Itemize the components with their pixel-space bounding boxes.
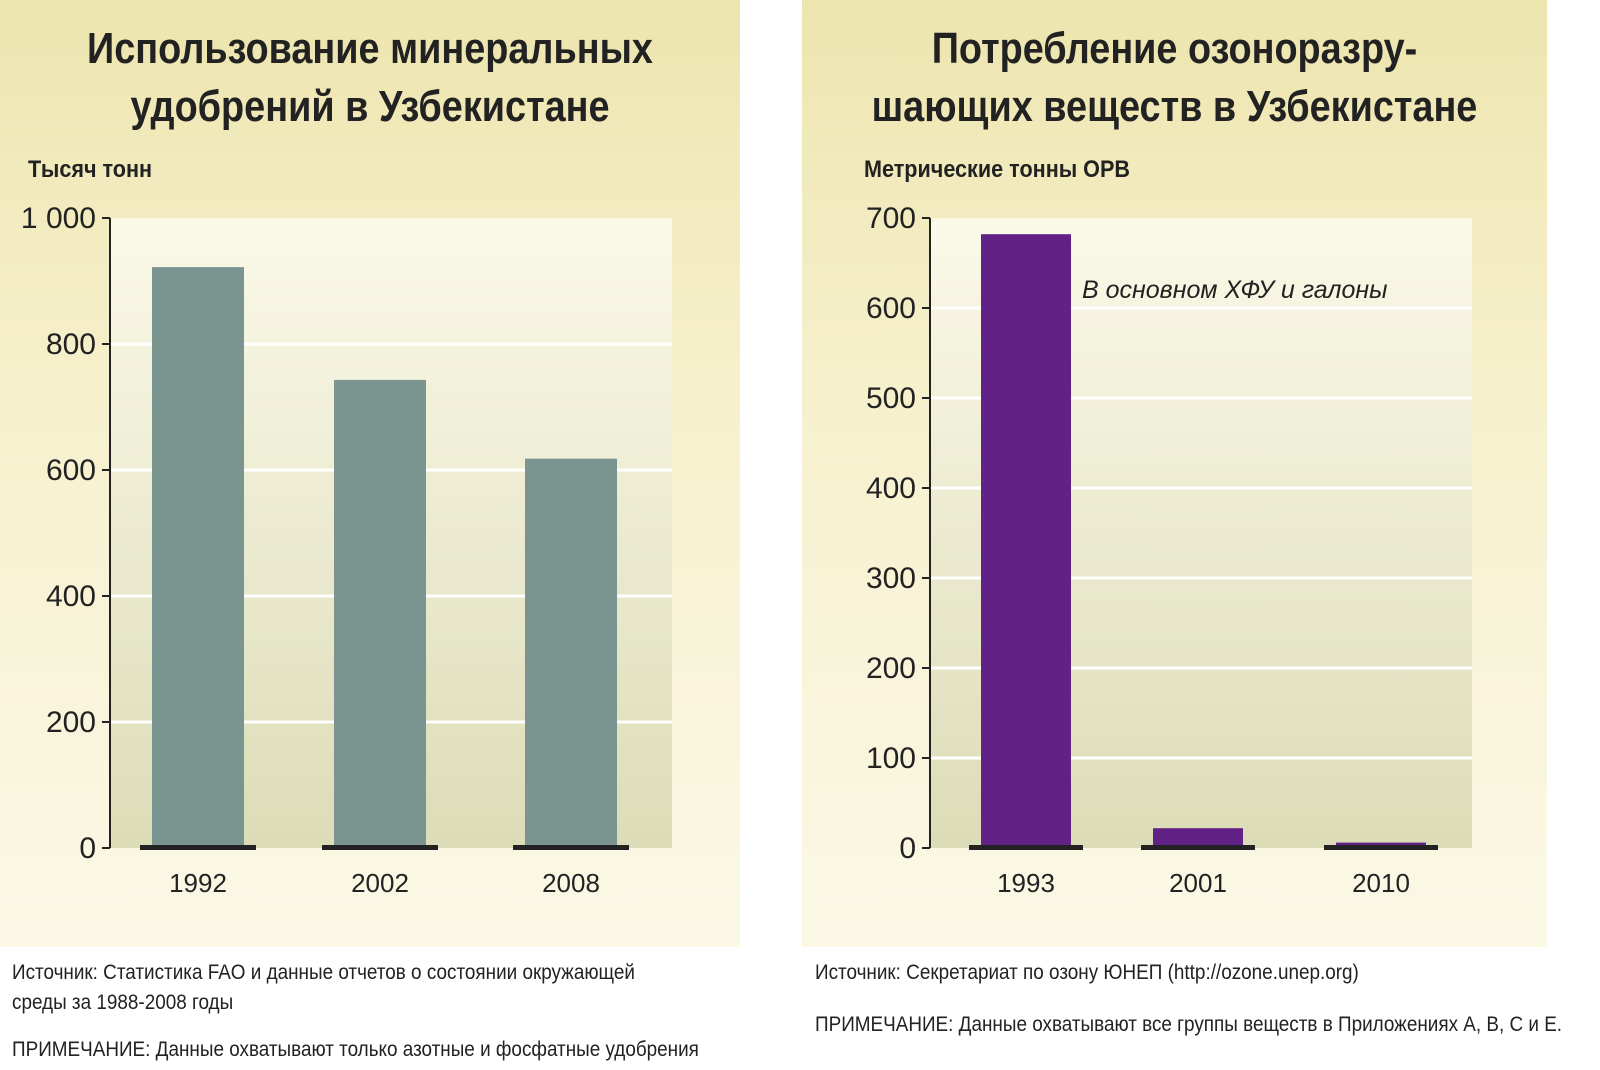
chart-title: Использование минеральных удобрений в Узб… — [87, 24, 653, 131]
bar-1992 — [152, 267, 244, 848]
bar-1993 — [981, 234, 1071, 848]
y-tick-label: 200 — [866, 652, 916, 685]
y-tick-label: 400 — [866, 472, 916, 505]
y-tick-label: 700 — [866, 202, 916, 235]
y-axis-label: Тысяч тонн — [28, 156, 153, 183]
y-axis-label: Метрические тонны ОРВ — [864, 156, 1130, 183]
left-note: ПРИМЕЧАНИЕ: Данные охватывают только азо… — [12, 1038, 699, 1061]
x-tick-label: 2008 — [542, 868, 600, 898]
y-tick-label: 500 — [866, 382, 916, 415]
y-tick-label: 400 — [46, 580, 96, 613]
y-tick-label: 600 — [46, 454, 96, 487]
left-source: Источник: Статистика FAO и данные отчето… — [12, 961, 635, 1014]
fertilizer-chart-panel: Использование минеральных удобрений в Узб… — [0, 0, 740, 947]
bar-base — [969, 845, 1083, 850]
x-tick-label: 2001 — [1169, 868, 1227, 898]
y-tick-label: 1 000 — [21, 202, 96, 235]
right-note: ПРИМЕЧАНИЕ: Данные охватывают все группы… — [815, 1013, 1563, 1036]
bar-base — [140, 845, 256, 850]
x-tick-label: 1993 — [997, 868, 1055, 898]
y-tick-label: 800 — [46, 328, 96, 361]
fertilizer-bar-chart: 0 200 400 600 800 1 000 1992 2002 2008 — [21, 202, 672, 898]
right-source: Источник: Секретариат по озону ЮНЕП (htt… — [815, 961, 1359, 984]
bar-base — [513, 845, 629, 850]
ozone-chart-panel: Потребление озоноразру-шающих веществ в … — [802, 0, 1547, 947]
y-tick-label: 0 — [79, 832, 96, 865]
x-tick-label: 2010 — [1352, 868, 1410, 898]
annotation: В основном ХФУ и галоны — [1082, 276, 1388, 304]
x-tick-label: 1992 — [169, 868, 227, 898]
y-tick-label: 600 — [866, 292, 916, 325]
y-tick-label: 0 — [899, 832, 916, 865]
y-tick-label: 200 — [46, 706, 96, 739]
bar-2002 — [334, 379, 426, 848]
ozone-bar-chart: 0 100 200 300 400 500 600 700 1993 2001 2010 В осно… — [866, 202, 1472, 898]
chart-title: Потребление озоноразру-шающих веществ в … — [871, 24, 1478, 131]
bar-base — [1141, 845, 1255, 850]
bar-base — [322, 845, 438, 850]
y-tick-label: 300 — [866, 562, 916, 595]
bar-base — [1324, 845, 1438, 850]
bar-2008 — [525, 458, 617, 848]
bar-2001 — [1153, 828, 1243, 848]
x-tick-label: 2002 — [351, 868, 409, 898]
y-tick-label: 100 — [866, 742, 916, 775]
